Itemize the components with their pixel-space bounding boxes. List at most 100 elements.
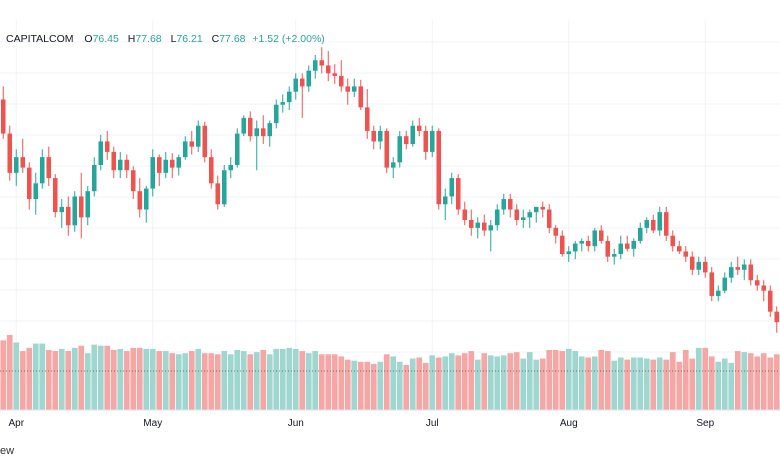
candle xyxy=(46,146,52,186)
candle-body xyxy=(306,70,312,87)
candle xyxy=(741,259,747,281)
candle-body xyxy=(91,165,97,192)
candle-body xyxy=(325,65,331,74)
volume-bar xyxy=(630,357,637,410)
candle xyxy=(208,149,214,189)
candle-body xyxy=(540,206,546,210)
candle xyxy=(150,149,156,197)
candle xyxy=(78,172,84,239)
volume-bar xyxy=(351,360,358,410)
close-label: C xyxy=(211,33,220,45)
volume-bar xyxy=(682,350,689,410)
candle-body xyxy=(117,159,123,171)
candle xyxy=(215,175,221,210)
candle-body xyxy=(111,151,117,171)
volume-bar xyxy=(383,354,390,410)
candle-body xyxy=(254,128,260,137)
volume-bar xyxy=(13,342,20,410)
candle xyxy=(585,235,591,252)
volume-bar xyxy=(695,347,702,410)
candle-body xyxy=(566,251,572,255)
volume-bar xyxy=(286,347,293,410)
volume-bar xyxy=(65,351,72,410)
candle xyxy=(468,209,474,236)
volume-bar xyxy=(617,357,624,410)
volume-bar xyxy=(533,359,540,410)
candle-body xyxy=(488,225,494,231)
candle xyxy=(20,138,26,173)
candle-body xyxy=(228,165,234,171)
candle-body xyxy=(351,86,357,92)
volume-bars xyxy=(0,335,780,410)
volume-bar xyxy=(747,353,754,410)
candle-body xyxy=(618,243,624,255)
candle xyxy=(104,130,110,160)
volume-bar xyxy=(676,361,683,410)
candle-body xyxy=(364,107,370,131)
volume-bar xyxy=(689,358,696,410)
volume-bar xyxy=(299,351,306,410)
candle-body xyxy=(247,117,253,137)
volume-bar xyxy=(546,350,553,410)
candle-body xyxy=(585,240,591,247)
candle-body xyxy=(143,188,149,210)
candle xyxy=(377,125,383,150)
volume-bar xyxy=(227,354,234,410)
candle xyxy=(286,86,292,110)
candle-body xyxy=(0,99,6,134)
candle-body xyxy=(104,141,110,152)
candle-body xyxy=(702,261,708,273)
volume-bar xyxy=(611,360,618,410)
volume-bar xyxy=(377,361,384,410)
volume-bar xyxy=(663,359,670,410)
candle-body xyxy=(462,209,468,220)
candle xyxy=(618,235,624,260)
volume-bar xyxy=(201,353,208,410)
volume-bar xyxy=(45,350,52,410)
candle-body xyxy=(514,209,520,220)
candle-body xyxy=(332,73,338,76)
candle xyxy=(748,259,754,286)
candle-body xyxy=(39,157,45,184)
candle xyxy=(761,280,767,302)
candle-body xyxy=(559,235,565,255)
candle-body xyxy=(507,199,513,210)
volume-bar xyxy=(19,351,26,410)
candle xyxy=(267,120,273,147)
volume-bar xyxy=(559,351,566,410)
candle-body xyxy=(663,212,669,236)
volume-bar xyxy=(182,353,189,410)
candle xyxy=(650,214,656,234)
low-value: 76.21 xyxy=(176,33,203,45)
candle xyxy=(390,157,396,179)
candle-body xyxy=(455,178,461,210)
volume-bar xyxy=(435,357,442,410)
volume-bar xyxy=(669,352,676,410)
volume-bar xyxy=(195,348,202,410)
candle xyxy=(364,89,370,139)
volume-bar xyxy=(513,352,520,410)
candle xyxy=(124,154,130,179)
candle xyxy=(260,115,266,145)
volume-bar xyxy=(409,358,416,410)
candle-body xyxy=(20,157,26,168)
candle-body xyxy=(735,267,741,270)
candle xyxy=(455,174,461,215)
candle-body xyxy=(85,191,91,218)
volume-bar xyxy=(6,335,13,410)
volume-bar xyxy=(370,363,377,410)
candle-body xyxy=(124,159,130,171)
volume-bar xyxy=(364,361,371,410)
volume-bar xyxy=(130,347,137,410)
candle-body xyxy=(345,86,351,92)
candle xyxy=(657,206,663,236)
volume-bar xyxy=(156,351,163,410)
candle-body xyxy=(241,117,247,134)
candle-body xyxy=(728,267,734,278)
candle-body xyxy=(676,246,682,252)
candle-body xyxy=(72,196,78,226)
candle xyxy=(293,73,299,100)
volume-bar xyxy=(214,354,221,410)
candle xyxy=(722,272,728,294)
candle xyxy=(527,209,533,228)
